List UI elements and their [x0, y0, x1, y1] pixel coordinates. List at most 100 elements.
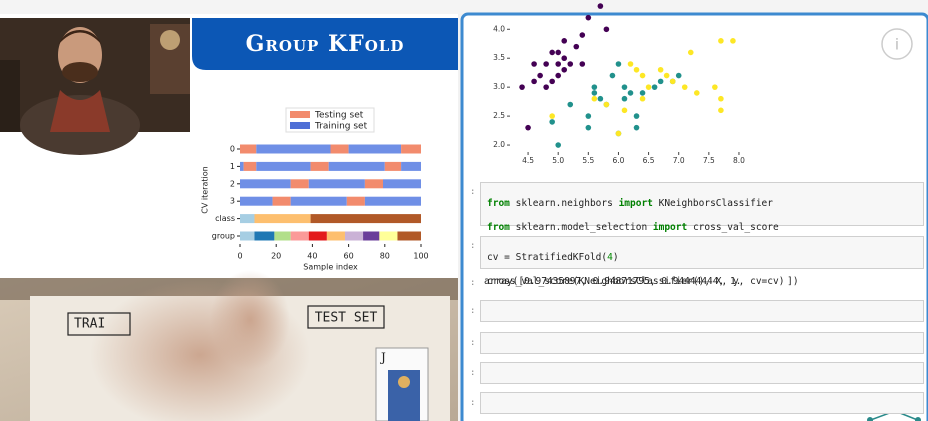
x-tick-label: 6.0 — [612, 156, 624, 165]
point — [639, 72, 646, 79]
point — [519, 84, 525, 90]
split-segment — [364, 179, 383, 189]
point — [597, 95, 604, 102]
y-axis-label: CV iteration — [201, 166, 210, 213]
point — [555, 72, 562, 79]
x-tick-label: 7.0 — [673, 156, 685, 165]
point — [591, 84, 598, 90]
point — [591, 95, 598, 102]
y-tick-label: 2 — [230, 179, 235, 188]
y-tick-label: class — [215, 214, 235, 223]
code-line: from sklearn.model_selection import cros… — [487, 222, 917, 234]
code: sklearn.model_selection — [509, 222, 653, 233]
top-bar — [0, 0, 928, 14]
point — [633, 66, 640, 73]
point — [561, 38, 568, 44]
class-segment — [310, 214, 421, 224]
point — [657, 78, 664, 85]
point — [531, 61, 537, 67]
split-segment — [290, 196, 347, 206]
point — [591, 90, 598, 96]
point — [567, 101, 574, 108]
group-segment — [274, 231, 291, 241]
point — [579, 61, 586, 67]
point — [627, 90, 634, 96]
point — [579, 32, 586, 38]
point — [585, 124, 592, 131]
info-icon[interactable] — [881, 28, 913, 60]
y-tick-label: 3.0 — [493, 82, 505, 91]
point — [687, 49, 694, 56]
group-segment — [326, 231, 345, 241]
number: 4 — [607, 252, 613, 263]
class-segment — [254, 214, 311, 224]
class-segment — [240, 214, 255, 224]
point — [543, 84, 549, 90]
keyword: from — [487, 222, 510, 233]
y-tick-label: 2.0 — [493, 140, 505, 149]
split-segment — [330, 144, 349, 154]
point — [549, 113, 555, 119]
split-segment — [256, 144, 331, 154]
y-tick-label: group — [212, 232, 235, 241]
split-segment — [310, 161, 329, 171]
point — [639, 90, 646, 96]
point — [549, 78, 555, 85]
legend-label: Testing set — [314, 111, 364, 121]
cell-prompt: : — [470, 241, 476, 251]
empty-cell[interactable] — [480, 362, 924, 384]
split-segment — [240, 144, 257, 154]
code-cell[interactable]: cv = StratifiedKFold(4) cross_val_score(… — [480, 236, 924, 287]
code: ) — [612, 252, 619, 263]
point — [669, 78, 676, 85]
legend-label: Training set — [314, 122, 368, 132]
split-segment — [308, 179, 365, 189]
x-tick-label: 100 — [413, 252, 428, 261]
code: cross_val_score(KNeighborsClassifier(), … — [487, 276, 785, 287]
point — [585, 14, 592, 21]
split-segment — [364, 196, 421, 206]
group-segment — [397, 231, 421, 241]
webcam — [0, 18, 190, 155]
point — [645, 84, 652, 90]
video-label: TEST SET — [315, 311, 378, 326]
empty-cell[interactable] — [480, 332, 924, 354]
y-tick-label: 4.0 — [493, 24, 505, 33]
point — [567, 61, 574, 67]
split-segment — [401, 161, 421, 171]
x-tick-label: 20 — [271, 252, 281, 261]
empty-cell[interactable] — [480, 392, 924, 414]
x-tick-label: 4.5 — [522, 156, 534, 165]
code-cell[interactable]: from sklearn.neighbors import KNeighbors… — [480, 182, 924, 257]
x-tick-label: 7.5 — [703, 156, 715, 165]
x-tick-label: 8.0 — [733, 156, 745, 165]
point — [585, 113, 592, 119]
point — [651, 84, 658, 90]
point — [627, 61, 634, 67]
point — [549, 49, 555, 56]
point — [718, 38, 724, 44]
x-tick-label: 0 — [237, 252, 242, 261]
point — [525, 124, 531, 131]
card-rank: J — [379, 351, 386, 365]
split-segment — [401, 144, 421, 154]
video: TRAI TEST SET J — [0, 270, 458, 421]
y-tick-label: 0 — [230, 145, 235, 154]
point — [603, 101, 610, 108]
point — [597, 3, 604, 9]
empty-cell[interactable] — [480, 300, 924, 322]
split-segment — [382, 179, 421, 189]
split-segment — [384, 161, 402, 171]
title-banner — [192, 18, 458, 70]
keyword: import — [618, 198, 653, 209]
split-segment — [348, 144, 402, 154]
legend-swatch — [290, 111, 310, 118]
scatter-plot: 4.5 5.0 5.5 6.0 6.5 7.0 7.5 8.0 2.0 2.5 3.0 3.5 4.0 — [493, 3, 745, 165]
point — [555, 142, 562, 148]
y-tick-label: 1 — [230, 162, 235, 171]
group-segment — [308, 231, 327, 241]
slide-title: Group KFold — [246, 31, 405, 57]
x-tick-label: 5.0 — [552, 156, 564, 165]
group-segment — [240, 231, 255, 241]
